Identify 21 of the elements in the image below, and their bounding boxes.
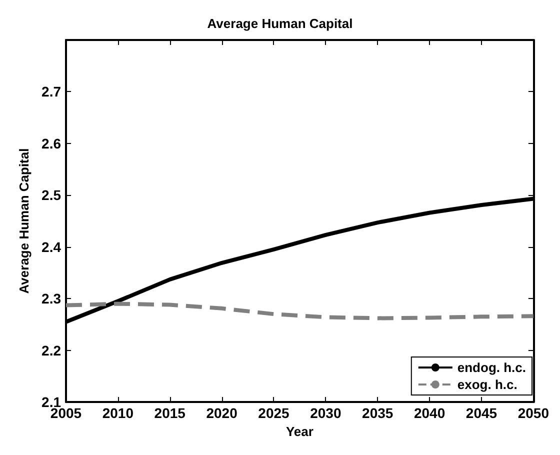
y-tick-label: 2.3 — [42, 290, 62, 307]
x-tick-label: 2025 — [258, 405, 290, 421]
legend-label: exog. h.c. — [457, 377, 518, 392]
y-tick-label: 2.4 — [42, 238, 62, 255]
x-tick-label: 2030 — [310, 405, 342, 421]
x-tick-label: 2040 — [414, 405, 446, 421]
x-tick-label: 2035 — [362, 405, 394, 421]
y-tick-label: 2.5 — [42, 187, 62, 204]
x-tick-label: 2020 — [206, 405, 238, 421]
chart-title: Average Human Capital — [207, 16, 353, 31]
x-tick-label: 2050 — [518, 405, 550, 421]
y-tick-label: 2.2 — [42, 342, 62, 358]
line-series — [64, 302, 536, 320]
y-tick-label: 2.7 — [42, 84, 62, 100]
x-tick-label: 2015 — [154, 405, 186, 421]
y-tick-label: 2.6 — [42, 135, 62, 152]
y-axis-title: Average Human Capital — [16, 148, 32, 294]
x-tick-label: 2010 — [102, 405, 134, 421]
x-tick-label: 2045 — [466, 405, 498, 421]
legend-label: endog. h.c. — [457, 360, 526, 375]
x-axis-title: Year — [286, 424, 314, 439]
